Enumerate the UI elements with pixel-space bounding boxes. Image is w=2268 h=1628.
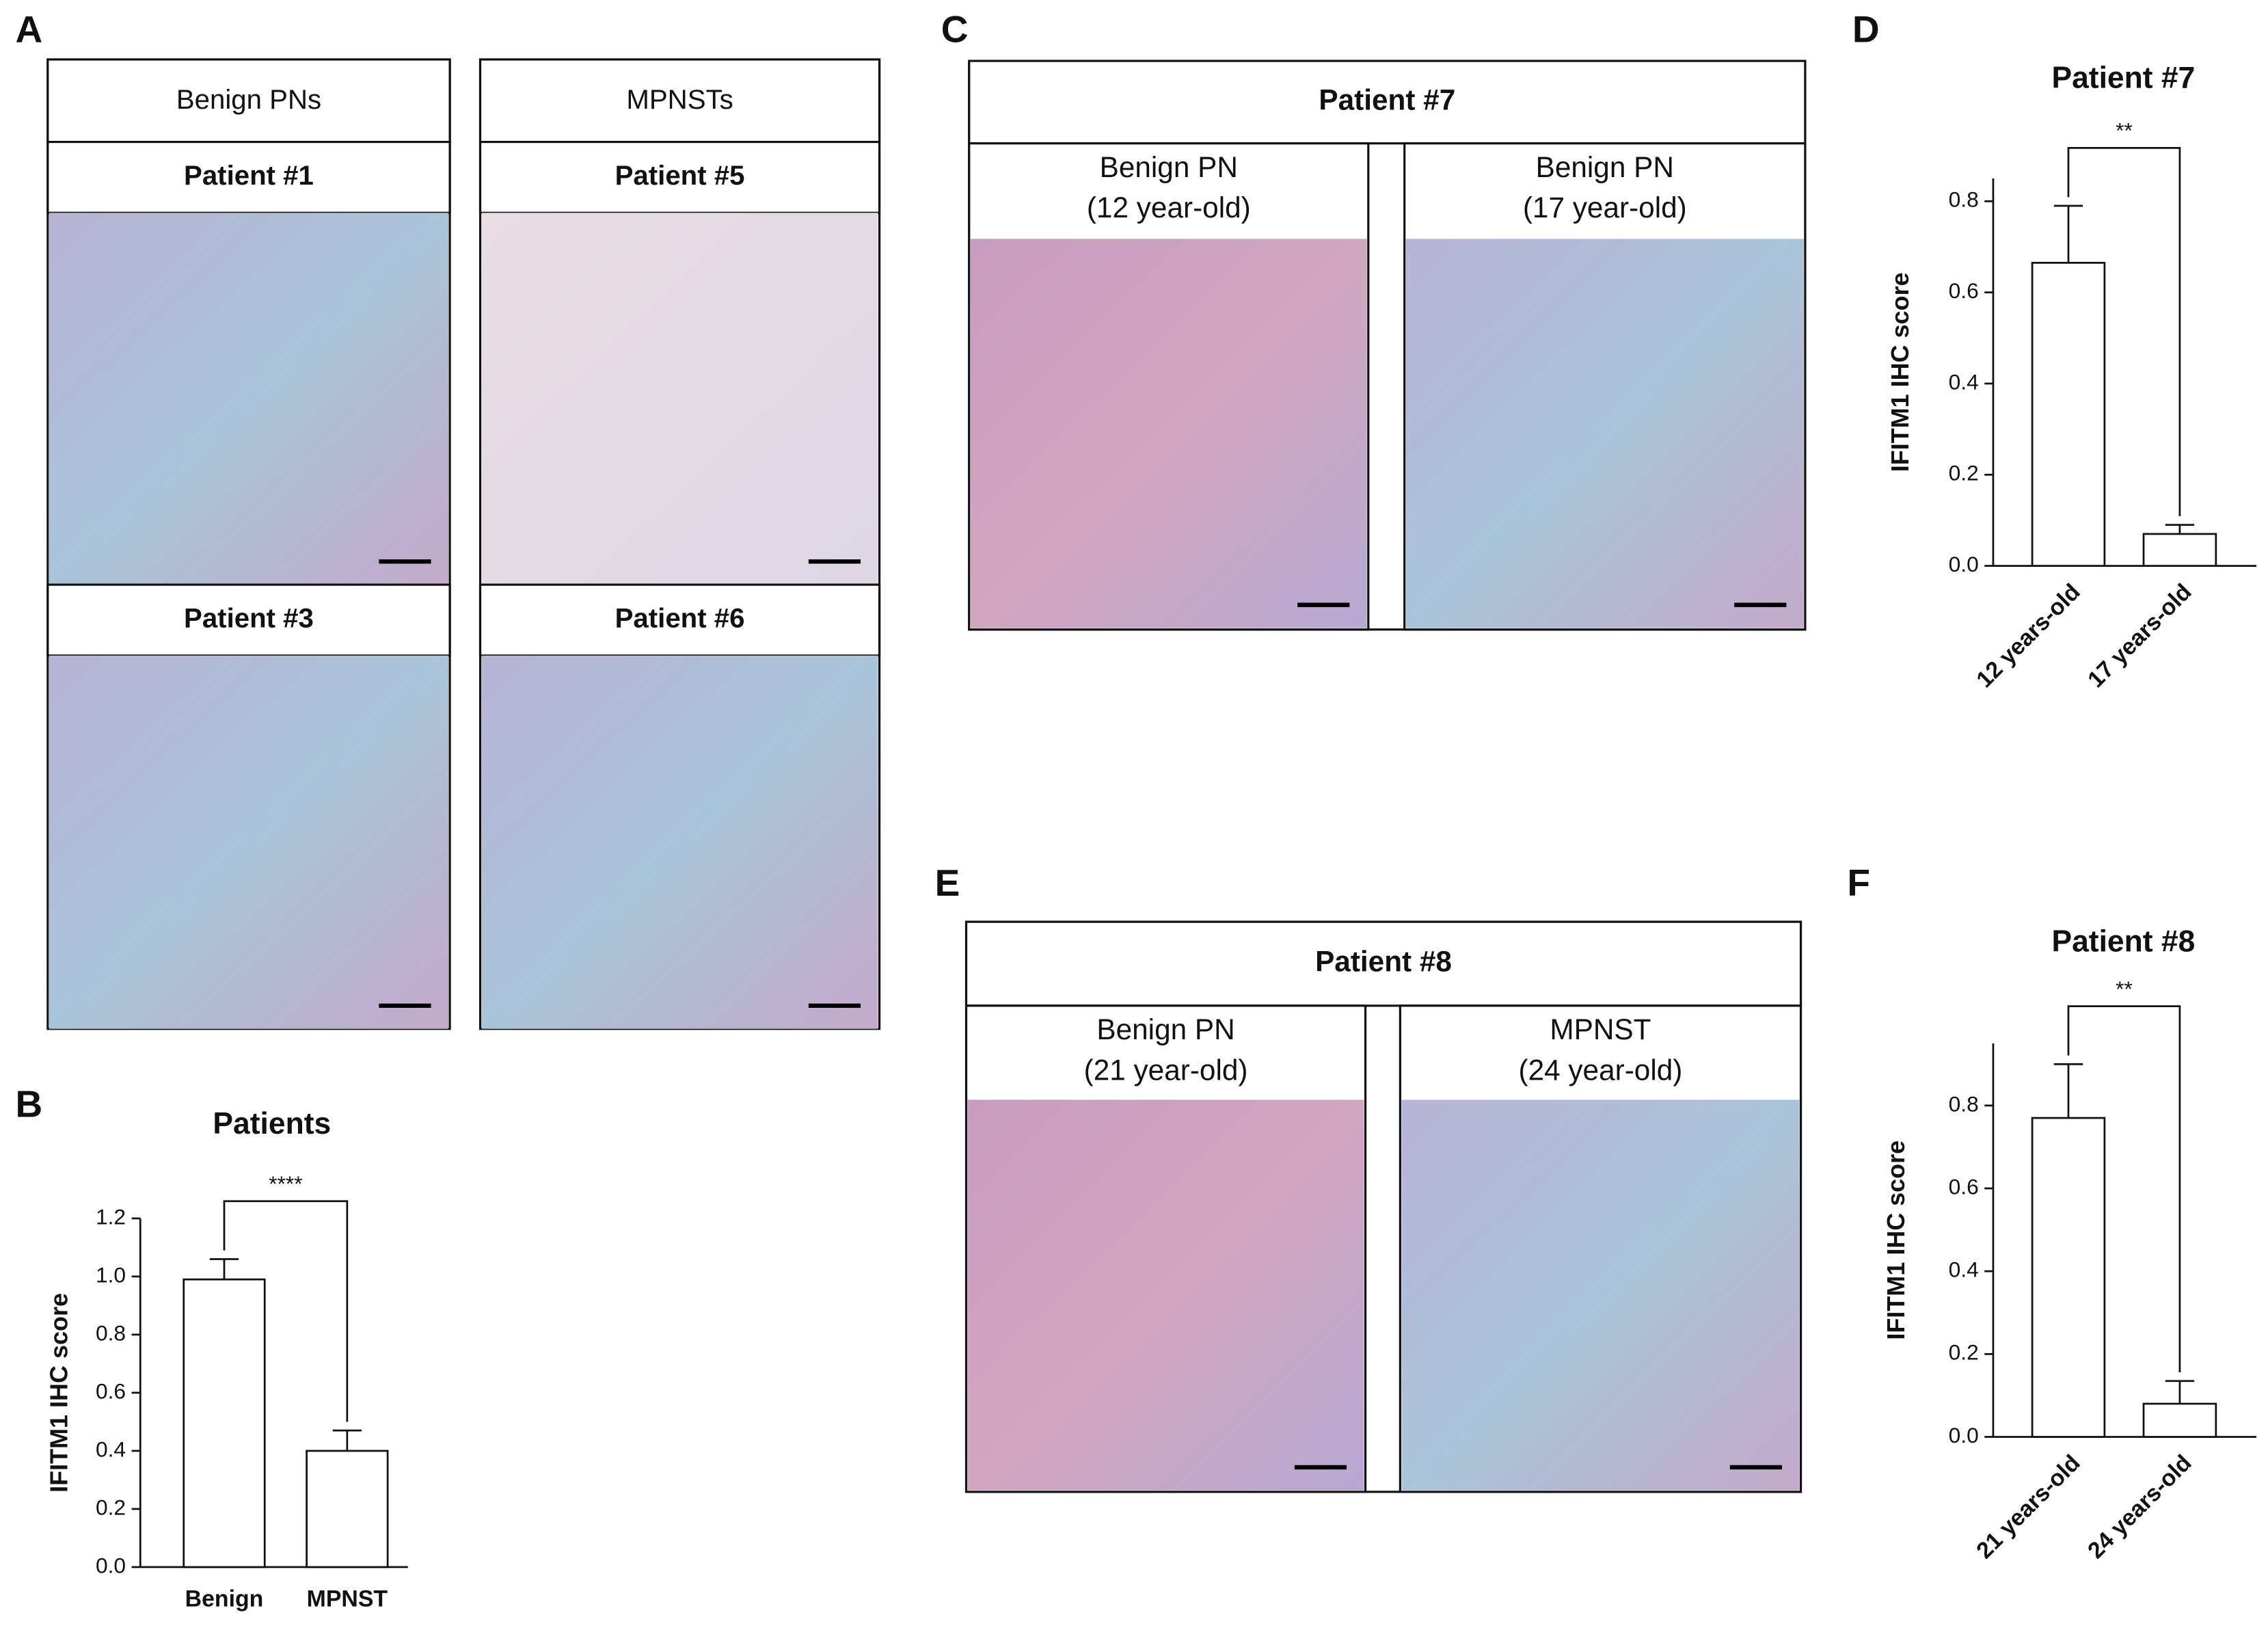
row-header: Patient #6	[615, 603, 745, 634]
micrograph	[967, 1099, 1364, 1491]
column-header: MPNST	[1550, 1013, 1651, 1045]
column-header: Benign PN	[1536, 151, 1674, 183]
row-header: Patient #1	[184, 160, 314, 191]
bar	[2031, 1117, 2106, 1438]
micrograph	[970, 239, 1367, 628]
significance-label: **	[2116, 118, 2133, 142]
panel-label: E	[935, 862, 960, 904]
chart-title: Patients	[213, 1107, 331, 1140]
cell	[478, 58, 881, 144]
x-tick-label: 17 years-old	[2083, 579, 2197, 693]
x-tick-label: MPNST	[307, 1586, 388, 1612]
column-header: (17 year-old)	[1523, 191, 1687, 224]
y-tick-label: 0.2	[1949, 461, 1979, 485]
y-tick-label: 0.4	[1949, 369, 1979, 394]
column-header: MPNSTs	[626, 84, 733, 115]
panel-title: Patient #7	[1319, 84, 1455, 116]
cell	[478, 140, 881, 214]
column-header: (12 year-old)	[1087, 191, 1251, 224]
column-header: Benign PNs	[176, 84, 321, 115]
chart-title: Patient #8	[2051, 925, 2195, 959]
panel-label: B	[15, 1083, 42, 1125]
significance-bracket	[2067, 146, 2181, 516]
column-header: Benign PN	[1100, 151, 1238, 183]
y-tick-label: 0.2	[1949, 1340, 1979, 1365]
cell	[964, 920, 1803, 1007]
y-tick-label: 0.8	[1949, 187, 1979, 212]
y-tick-label: 0.6	[1949, 278, 1979, 303]
y-tick-label: 0.0	[96, 1553, 126, 1577]
significance-label: ****	[269, 1171, 302, 1196]
significance-bracket	[2067, 1005, 2181, 1372]
x-tick-label: Benign	[185, 1586, 264, 1612]
y-tick-label: 0.2	[96, 1495, 126, 1519]
y-axis-label: IFITM1 IHC score	[1886, 272, 1914, 472]
micrograph	[1405, 239, 1804, 628]
bar	[2142, 1402, 2217, 1438]
micrograph	[481, 213, 878, 585]
y-axis-label: IFITM1 IHC score	[1882, 1140, 1910, 1340]
y-tick-label: 0.4	[96, 1437, 126, 1461]
micrograph	[49, 213, 448, 585]
y-tick-label: 0.4	[1949, 1257, 1979, 1282]
panel-label: F	[1847, 862, 1870, 904]
bar	[183, 1278, 266, 1569]
column-header: (24 year-old)	[1518, 1054, 1682, 1086]
chart-title: Patient #7	[2051, 61, 2195, 94]
x-tick-label: 12 years-old	[1971, 579, 2085, 693]
micrograph	[481, 655, 878, 1029]
column-header: (21 year-old)	[1084, 1054, 1248, 1086]
y-axis-label: IFITM1 IHC score	[44, 1293, 72, 1493]
cell	[46, 140, 451, 214]
panel-label: A	[15, 8, 42, 50]
cell	[478, 583, 881, 657]
x-tick-label: 24 years-old	[2083, 1450, 2197, 1564]
column-header: Benign PN	[1096, 1013, 1234, 1045]
y-tick-label: 0.8	[1949, 1091, 1979, 1116]
row-header: Patient #5	[615, 160, 745, 191]
y-tick-label: 1.2	[96, 1204, 126, 1229]
micrograph	[1401, 1099, 1800, 1491]
y-tick-label: 0.0	[1949, 552, 1979, 576]
y-tick-label: 0.6	[1949, 1174, 1979, 1199]
bar	[2142, 533, 2217, 567]
cell	[968, 59, 1807, 145]
y-tick-label: 1.0	[96, 1262, 126, 1287]
bar	[306, 1450, 389, 1569]
panel-label: C	[941, 8, 969, 50]
cell	[46, 58, 451, 144]
significance-bracket	[223, 1200, 349, 1422]
micrograph	[49, 655, 448, 1029]
significance-label: **	[2116, 976, 2133, 1001]
y-tick-label: 0.0	[1949, 1423, 1979, 1447]
cell	[46, 583, 451, 657]
panel-label: D	[1852, 8, 1880, 50]
panel-title: Patient #8	[1315, 946, 1452, 978]
y-tick-label: 0.8	[96, 1320, 126, 1345]
x-tick-label: 21 years-old	[1971, 1450, 2085, 1564]
y-tick-label: 0.6	[96, 1378, 126, 1403]
bar	[2031, 261, 2106, 567]
row-header: Patient #3	[184, 603, 314, 634]
